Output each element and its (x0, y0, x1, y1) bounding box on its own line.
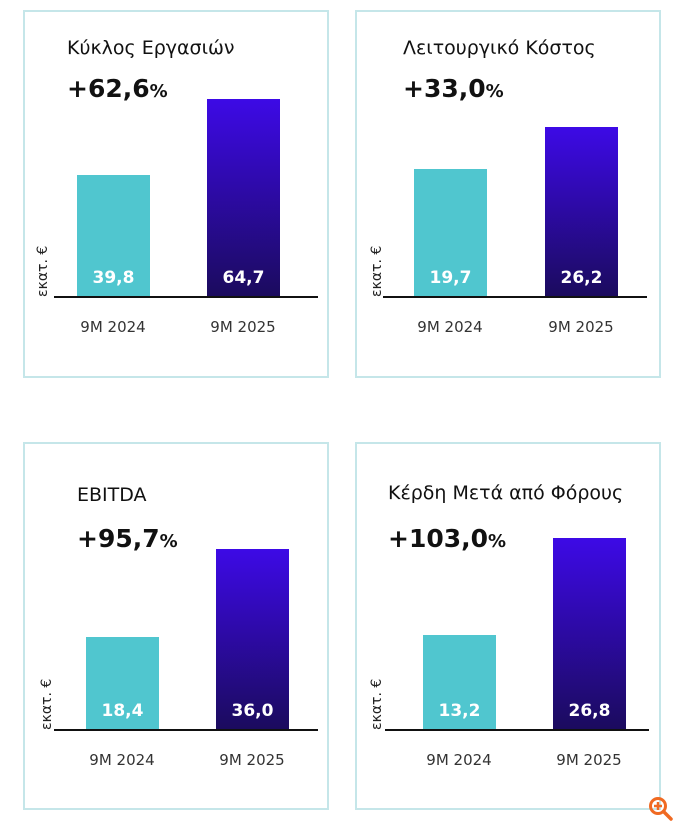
y-axis-label: εκατ. € (369, 678, 385, 730)
y-axis-label: εκατ. € (39, 678, 55, 730)
change-percent: +62,6% (67, 74, 168, 103)
x-tick-label: 9M 2024 (89, 751, 155, 769)
bar-9m-2024: 19,7 (414, 169, 487, 296)
x-axis-line (54, 296, 318, 298)
x-axis-line (54, 729, 318, 731)
data-label: 19,7 (429, 268, 472, 288)
data-label: 13,2 (438, 701, 481, 721)
chart-title: Λειτουργικό Κόστος (403, 37, 596, 59)
x-tick-label: 9M 2025 (548, 318, 614, 336)
change-unit: % (488, 531, 507, 552)
change-value: +62,6 (67, 74, 150, 103)
change-value: +33,0 (403, 74, 486, 103)
bar-9m-2025: 26,2 (545, 127, 618, 296)
data-label: 26,2 (560, 268, 603, 288)
y-axis-label: εκατ. € (35, 245, 51, 297)
change-percent: +103,0% (388, 524, 506, 553)
x-axis-line (385, 729, 649, 731)
x-tick-label: 9M 2025 (210, 318, 276, 336)
change-unit: % (159, 531, 178, 552)
data-label: 39,8 (92, 268, 135, 288)
chart-panel: Κύκλος Εργασιών +62,6% εκατ. € 39,8 9M 2… (23, 10, 329, 378)
bar-9m-2025: 36,0 (216, 549, 289, 729)
data-label: 36,0 (231, 701, 274, 721)
change-value: +95,7 (77, 524, 160, 553)
change-unit: % (149, 81, 168, 102)
change-percent: +95,7% (77, 524, 178, 553)
data-label: 18,4 (101, 701, 144, 721)
x-tick-label: 9M 2025 (556, 751, 622, 769)
chart-title: EBITDA (77, 484, 147, 506)
y-axis-label: εκατ. € (369, 245, 385, 297)
chart-title: Κέρδη Μετά από Φόρους (388, 482, 624, 504)
bar-9m-2024: 39,8 (77, 175, 150, 296)
x-axis-line (383, 296, 647, 298)
bar-9m-2024: 13,2 (423, 635, 496, 729)
chart-title: Κύκλος Εργασιών (67, 37, 235, 59)
data-label: 64,7 (222, 268, 265, 288)
bar-9m-2025: 26,8 (553, 538, 626, 729)
x-tick-label: 9M 2025 (219, 751, 285, 769)
chart-panel: Λειτουργικό Κόστος +33,0% εκατ. € 19,7 9… (355, 10, 661, 378)
data-label: 26,8 (568, 701, 611, 721)
bar-9m-2025: 64,7 (207, 99, 280, 296)
x-tick-label: 9M 2024 (417, 318, 483, 336)
change-unit: % (485, 81, 504, 102)
zoom-in-icon[interactable] (648, 796, 674, 822)
x-tick-label: 9M 2024 (426, 751, 492, 769)
chart-panel: Κέρδη Μετά από Φόρους +103,0% εκατ. € 13… (355, 442, 661, 810)
change-percent: +33,0% (403, 74, 504, 103)
bar-9m-2024: 18,4 (86, 637, 159, 729)
chart-panel: EBITDA +95,7% εκατ. € 18,4 9M 2024 36,0 … (23, 442, 329, 810)
x-tick-label: 9M 2024 (80, 318, 146, 336)
change-value: +103,0 (388, 524, 489, 553)
